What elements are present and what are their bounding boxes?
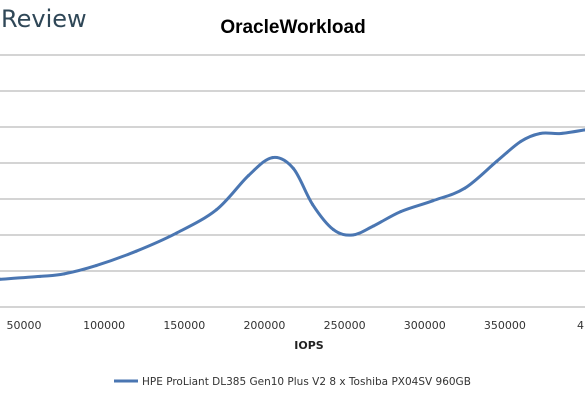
data-point [38,274,42,278]
brand-logo-text: Review [1,5,87,33]
data-point [0,277,2,281]
x-axis-tick-labels: 50000 100000 150000 200000 250000 300000 35000… [7,319,584,332]
x-tick-label: 350000 [484,319,526,332]
data-point [538,131,542,135]
x-tick-label: 100000 [83,319,125,332]
x-tick-label: 50000 [7,319,42,332]
data-point [62,272,66,276]
x-tick-label: 200000 [243,319,285,332]
data-point [371,224,375,228]
data-point [331,228,335,232]
legend-label: HPE ProLiant DL385 Gen10 Plus V2 8 x Tos… [142,376,471,388]
data-point [134,249,138,253]
x-axis-label: IOPS [294,339,324,352]
data-point [94,264,98,268]
series-points [0,128,585,281]
chart-title: OracleWorkload [220,17,365,38]
data-point [291,166,295,170]
data-point [311,202,315,206]
gridlines [0,54,585,308]
data-point [399,210,403,214]
data-point [431,199,435,203]
legend: HPE ProLiant DL385 Gen10 Plus V2 8 x Tos… [114,376,471,388]
data-point [214,208,218,212]
data-point [351,233,355,237]
x-tick-label: 250000 [324,319,366,332]
data-point [519,139,523,143]
data-point [270,156,274,160]
data-point [246,174,250,178]
x-tick-label: 300000 [404,319,446,332]
series-line [0,128,585,281]
data-point [174,231,178,235]
x-tick-label: 150000 [163,319,205,332]
data-point [495,159,499,163]
data-point [463,186,467,190]
data-point [559,131,563,135]
x-tick-label: 4 [577,319,584,332]
